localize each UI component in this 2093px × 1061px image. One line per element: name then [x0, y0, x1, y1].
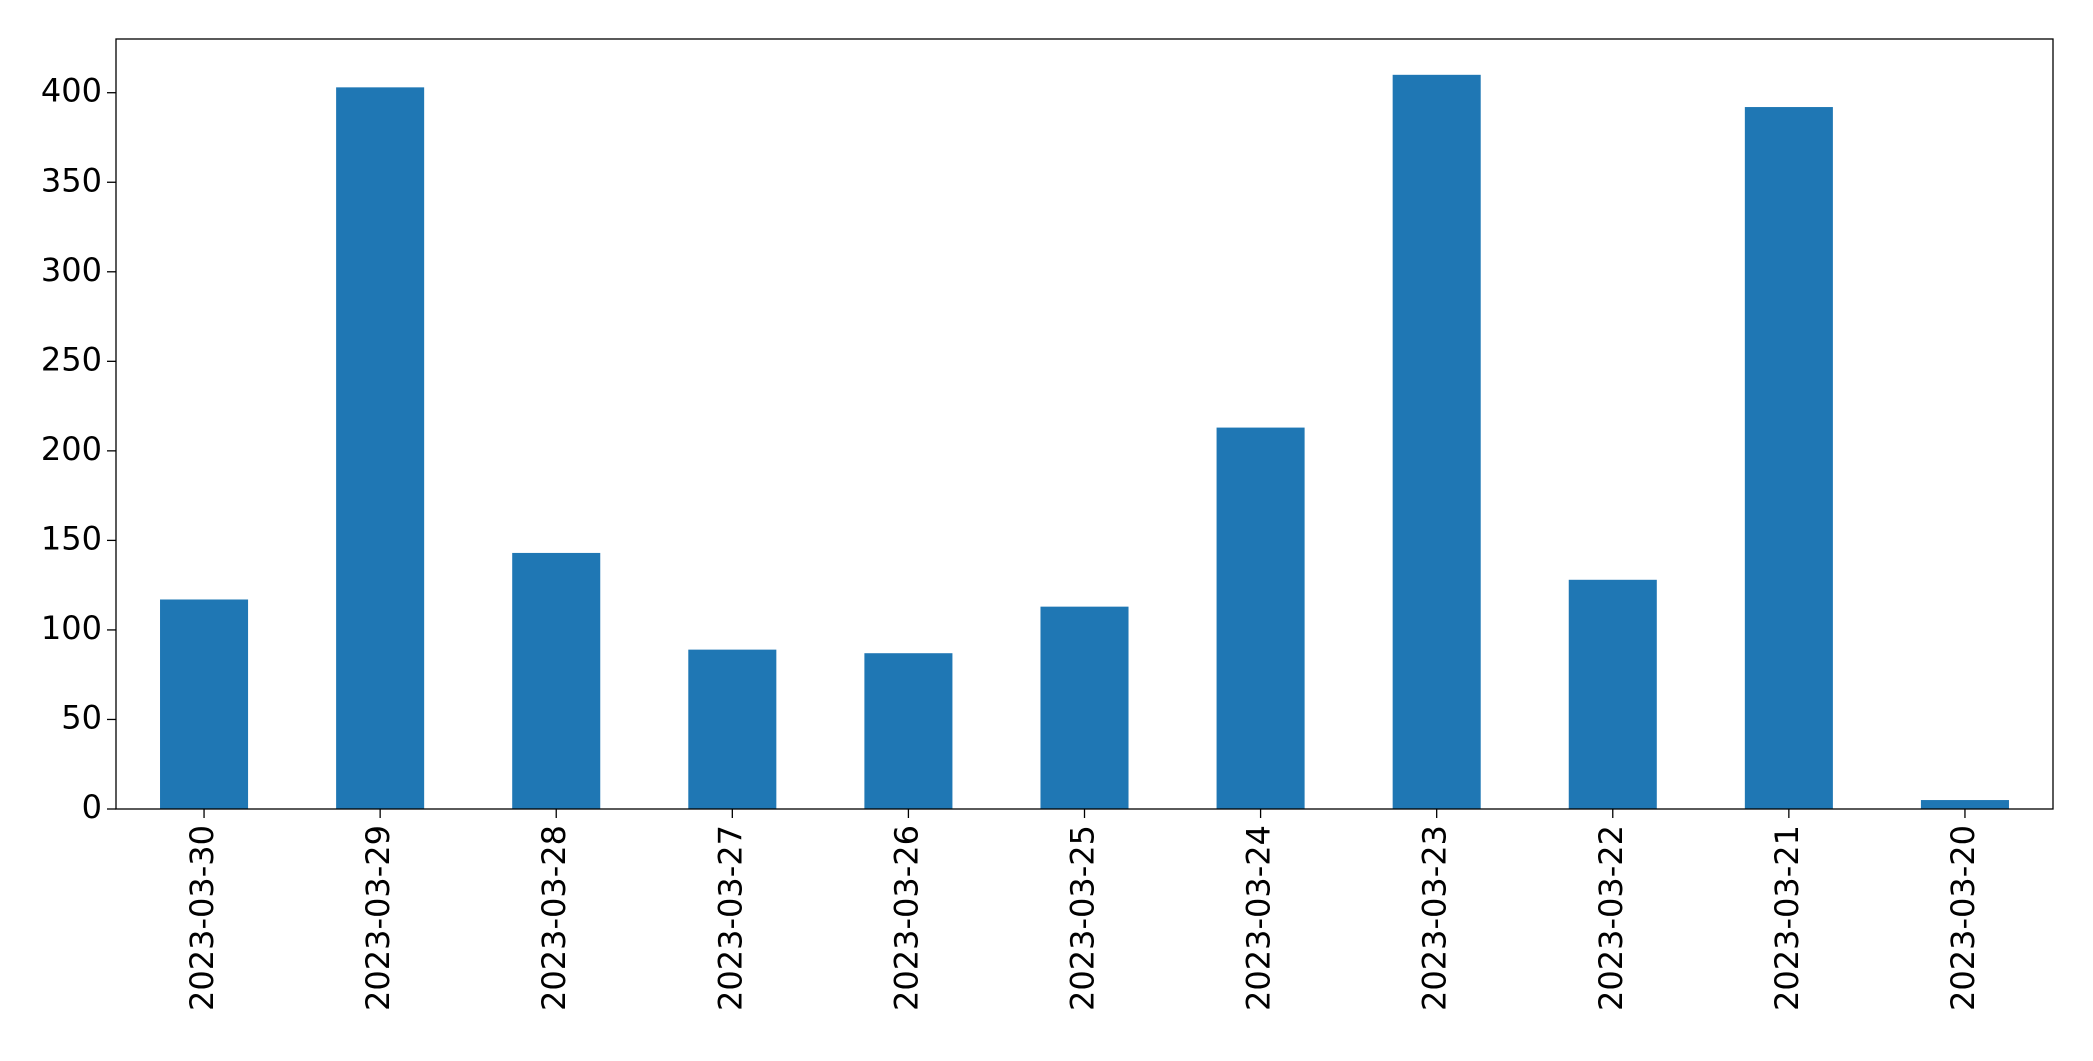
x-tick-label: 2023-03-29 — [359, 825, 397, 1011]
bar — [1392, 74, 1481, 809]
bar — [512, 552, 601, 809]
y-tick-label: 100 — [41, 609, 102, 647]
x-tick-label: 2023-03-30 — [183, 825, 221, 1011]
bar — [1744, 107, 1833, 809]
y-tick-label: 50 — [61, 698, 102, 736]
bar — [1568, 579, 1657, 809]
y-tick-label: 300 — [41, 251, 102, 289]
bar — [1920, 800, 2009, 809]
x-tick-label: 2023-03-28 — [535, 825, 573, 1011]
plot-frame — [115, 38, 2054, 810]
y-tick-label: 400 — [41, 72, 102, 110]
x-tick-label: 2023-03-25 — [1064, 825, 1102, 1011]
y-tick-label: 350 — [41, 161, 102, 199]
x-tick-label: 2023-03-27 — [711, 825, 749, 1011]
x-tick-label: 2023-03-20 — [1944, 825, 1982, 1011]
y-tick-label: 200 — [41, 430, 102, 468]
x-tick-label: 2023-03-22 — [1592, 825, 1630, 1011]
bar — [336, 87, 425, 810]
y-tick-label: 150 — [41, 519, 102, 557]
x-tick-label: 2023-03-26 — [887, 825, 925, 1011]
x-tick-label: 2023-03-24 — [1240, 825, 1278, 1011]
bar — [864, 653, 953, 809]
bar — [688, 649, 777, 809]
x-tick-label: 2023-03-23 — [1416, 825, 1454, 1011]
x-tick-label: 2023-03-21 — [1768, 825, 1806, 1011]
bar — [1040, 606, 1129, 809]
bar — [160, 599, 249, 809]
y-tick-label: 0 — [82, 788, 102, 826]
y-tick-label: 250 — [41, 340, 102, 378]
bar — [1216, 427, 1305, 809]
